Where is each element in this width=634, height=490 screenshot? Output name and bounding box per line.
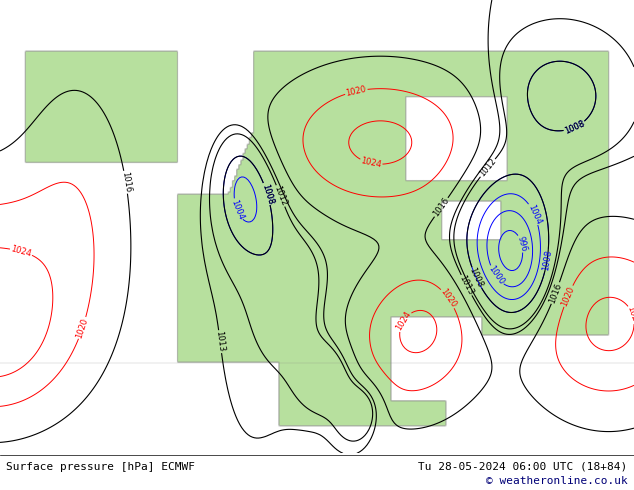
- Text: 1016: 1016: [548, 282, 564, 305]
- Text: 1008: 1008: [260, 182, 275, 205]
- Text: 1016: 1016: [120, 171, 132, 194]
- Text: 1000: 1000: [486, 265, 505, 287]
- Text: Tu 28-05-2024 06:00 UTC (18+84): Tu 28-05-2024 06:00 UTC (18+84): [418, 461, 628, 471]
- Text: 1013: 1013: [214, 331, 226, 353]
- Text: 1016: 1016: [432, 196, 451, 219]
- Text: 1008: 1008: [260, 182, 275, 205]
- Text: 1024: 1024: [626, 305, 634, 328]
- Text: 1020: 1020: [345, 85, 368, 98]
- Text: 1013: 1013: [458, 274, 476, 296]
- Text: 1024: 1024: [360, 156, 382, 170]
- Text: Surface pressure [hPa] ECMWF: Surface pressure [hPa] ECMWF: [6, 462, 195, 472]
- Text: 1004: 1004: [229, 198, 245, 221]
- Text: © weatheronline.co.uk: © weatheronline.co.uk: [486, 476, 628, 486]
- Text: 1024: 1024: [394, 310, 413, 332]
- Text: 1008: 1008: [563, 119, 586, 136]
- Text: 996: 996: [515, 235, 528, 252]
- Text: 1012: 1012: [273, 184, 288, 207]
- Text: 1024: 1024: [10, 245, 32, 259]
- Text: 1008: 1008: [468, 267, 485, 290]
- Text: 1020: 1020: [560, 285, 576, 308]
- Text: 1012: 1012: [477, 157, 498, 179]
- Text: 1004: 1004: [526, 203, 543, 225]
- Text: 1020: 1020: [75, 317, 90, 340]
- Text: 1008: 1008: [563, 119, 586, 136]
- Text: 1008: 1008: [541, 249, 553, 271]
- Text: 1020: 1020: [439, 287, 458, 310]
